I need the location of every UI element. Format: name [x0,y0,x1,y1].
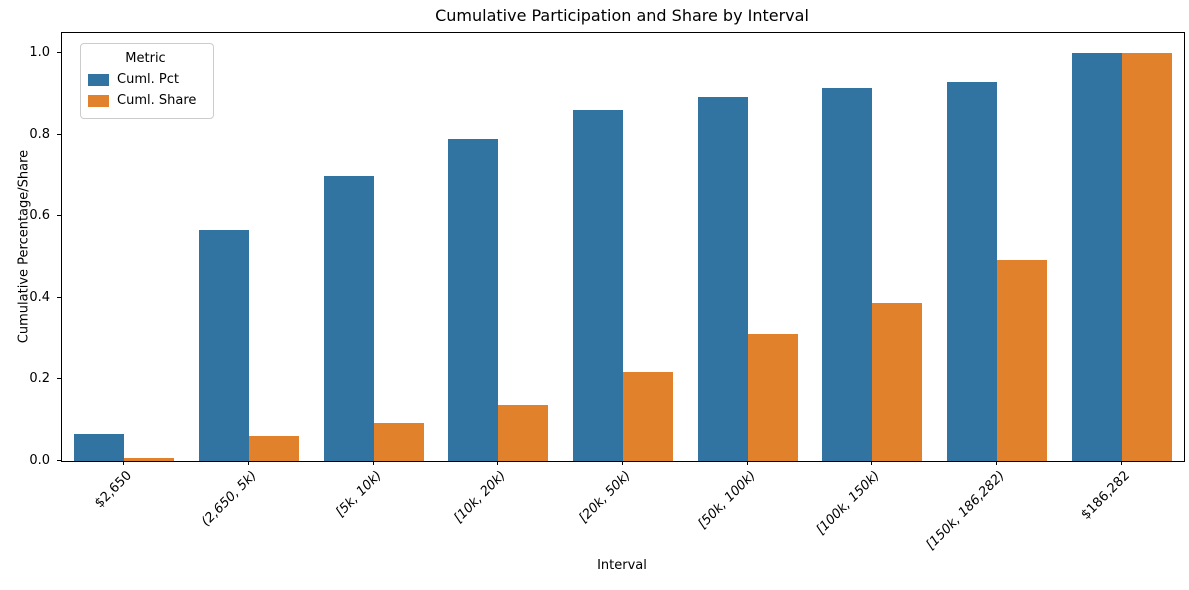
bar-cuml-pct-5 [697,96,748,461]
bar-cuml-share-5 [747,333,798,461]
chart-title: Cumulative Participation and Share by In… [435,6,809,25]
y-tick-mark [57,460,61,461]
legend-swatch-icon [88,73,109,86]
bar-cuml-share-7 [997,259,1047,461]
y-tick-label: 0.4 [29,289,50,305]
x-tick-mark [746,461,748,465]
bar-cuml-pct-0 [74,433,125,461]
y-tick-mark [57,296,61,298]
y-tick-label: 0.6 [29,208,50,224]
bar-cuml-pct-2 [323,176,374,461]
legend: Metric Cuml. Pct Cuml. Share [80,43,214,119]
bar-cuml-pct-7 [947,82,997,461]
legend-item-1: Cuml. Share [88,90,203,111]
x-tick-mark [497,461,499,465]
bar-cuml-share-4 [623,371,673,461]
y-tick-mark [57,378,61,380]
bar-cuml-share-3 [498,404,549,461]
bar-cuml-pct-4 [573,110,623,461]
y-tick-mark [57,133,61,135]
bar-cuml-share-1 [249,436,299,461]
bar-cuml-share-0 [124,458,175,461]
x-tick-mark [1120,461,1122,465]
x-tick-mark [871,461,873,465]
legend-item-0: Cuml. Pct [88,69,203,90]
y-tick-label: 1.0 [29,45,50,61]
legend-label: Cuml. Pct [117,72,179,87]
x-axis-label: Interval [597,558,647,573]
legend-items: Cuml. Pct Cuml. Share [88,69,203,111]
legend-title: Metric [125,51,166,66]
plot-area: Metric Cuml. Pct Cuml. Share [61,32,1185,462]
bar-cuml-share-6 [872,302,923,461]
y-tick-label: 0.2 [29,371,50,387]
y-tick-mark [57,52,61,54]
legend-label: Cuml. Share [117,93,197,108]
y-tick-mark [57,215,61,217]
y-tick-label: 0.8 [29,126,50,142]
bar-cuml-pct-1 [199,229,249,461]
bar-cuml-pct-3 [448,139,499,461]
bar-cuml-pct-6 [822,88,873,461]
x-tick-mark [372,461,374,465]
bar-cuml-share-2 [373,422,424,461]
bar-cuml-pct-8 [1071,53,1122,461]
bar-cuml-share-8 [1121,53,1172,461]
y-tick-label: 0.0 [29,453,50,468]
x-tick-mark [622,461,623,465]
y-axis-label: Cumulative Percentage/Share [16,149,32,344]
x-tick-mark [248,461,249,465]
x-tick-mark [123,461,125,465]
x-tick-mark [996,461,997,465]
legend-swatch-icon [88,94,109,107]
